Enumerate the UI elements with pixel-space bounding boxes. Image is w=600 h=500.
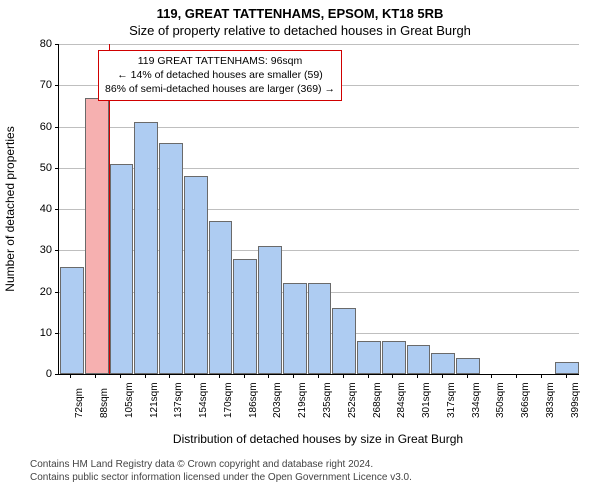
xtick-mark [491, 374, 492, 378]
xtick-label: 72sqm [74, 388, 85, 418]
histogram-bar [60, 267, 84, 374]
xtick-mark [95, 374, 96, 378]
histogram-bar [209, 221, 233, 374]
xtick-mark [566, 374, 567, 378]
xtick-mark [268, 374, 269, 378]
footer-line1: Contains HM Land Registry data © Crown c… [30, 458, 412, 471]
ytick-label: 60 [22, 121, 52, 133]
annotation-box: 119 GREAT TATTENHAMS: 96sqm ← 14% of det… [98, 50, 342, 101]
chart-area: Number of detached properties Distributi… [58, 44, 578, 374]
xtick-label: 252sqm [347, 382, 358, 418]
xtick-label: 154sqm [198, 382, 209, 418]
xtick-mark [293, 374, 294, 378]
xtick-mark [368, 374, 369, 378]
histogram-bar [431, 353, 455, 374]
ytick-mark [55, 292, 59, 293]
histogram-bar [283, 283, 307, 374]
xtick-mark [169, 374, 170, 378]
annotation-line2: ← 14% of detached houses are smaller (59… [105, 68, 335, 82]
histogram-bar [555, 362, 579, 374]
ytick-label: 80 [22, 38, 52, 50]
xtick-label: 383sqm [545, 382, 556, 418]
ytick-mark [55, 209, 59, 210]
xtick-label: 350sqm [495, 382, 506, 418]
title-subtitle: Size of property relative to detached ho… [0, 21, 600, 38]
xtick-mark [70, 374, 71, 378]
y-axis-label: Number of detached properties [3, 126, 17, 291]
ytick-label: 10 [22, 327, 52, 339]
title-address: 119, GREAT TATTENHAMS, EPSOM, KT18 5RB [0, 0, 600, 21]
xtick-label: 170sqm [223, 382, 234, 418]
ytick-label: 40 [22, 203, 52, 215]
xtick-mark [343, 374, 344, 378]
xtick-label: 301sqm [421, 382, 432, 418]
histogram-bar [308, 283, 332, 374]
xtick-label: 366sqm [520, 382, 531, 418]
ytick-mark [55, 44, 59, 45]
histogram-bar [134, 122, 158, 374]
xtick-label: 284sqm [396, 382, 407, 418]
xtick-mark [145, 374, 146, 378]
ytick-label: 70 [22, 79, 52, 91]
xtick-mark [392, 374, 393, 378]
footer-attribution: Contains HM Land Registry data © Crown c… [30, 458, 412, 484]
histogram-bar [357, 341, 381, 374]
ytick-mark [55, 374, 59, 375]
xtick-mark [194, 374, 195, 378]
xtick-mark [516, 374, 517, 378]
histogram-bar [159, 143, 183, 374]
ytick-mark [55, 250, 59, 251]
xtick-mark [442, 374, 443, 378]
xtick-label: 235sqm [322, 382, 333, 418]
xtick-label: 399sqm [570, 382, 581, 418]
ytick-label: 0 [22, 368, 52, 380]
xtick-label: 268sqm [372, 382, 383, 418]
xtick-mark [541, 374, 542, 378]
histogram-bar [382, 341, 406, 374]
histogram-bar [456, 358, 480, 375]
footer-line2: Contains public sector information licen… [30, 471, 412, 484]
xtick-label: 219sqm [297, 382, 308, 418]
ytick-label: 50 [22, 162, 52, 174]
ytick-mark [55, 85, 59, 86]
xtick-label: 186sqm [248, 382, 259, 418]
xtick-mark [318, 374, 319, 378]
histogram-bar [258, 246, 282, 374]
ytick-label: 20 [22, 286, 52, 298]
gridline [59, 44, 579, 45]
xtick-label: 105sqm [124, 382, 135, 418]
ytick-label: 30 [22, 244, 52, 256]
x-axis-label: Distribution of detached houses by size … [173, 432, 463, 446]
xtick-mark [417, 374, 418, 378]
xtick-label: 317sqm [446, 382, 457, 418]
histogram-bar [110, 164, 134, 374]
histogram-bar [233, 259, 257, 375]
xtick-label: 88sqm [99, 388, 110, 418]
ytick-mark [55, 168, 59, 169]
xtick-label: 203sqm [272, 382, 283, 418]
ytick-mark [55, 127, 59, 128]
histogram-bar [184, 176, 208, 374]
annotation-line1: 119 GREAT TATTENHAMS: 96sqm [105, 54, 335, 68]
histogram-bar [85, 98, 109, 374]
xtick-mark [120, 374, 121, 378]
histogram-bar [407, 345, 431, 374]
xtick-mark [244, 374, 245, 378]
histogram-bar [332, 308, 356, 374]
xtick-mark [219, 374, 220, 378]
xtick-mark [467, 374, 468, 378]
xtick-label: 334sqm [471, 382, 482, 418]
ytick-mark [55, 333, 59, 334]
xtick-label: 121sqm [149, 382, 160, 418]
annotation-line3: 86% of semi-detached houses are larger (… [105, 82, 335, 96]
xtick-label: 137sqm [173, 382, 184, 418]
